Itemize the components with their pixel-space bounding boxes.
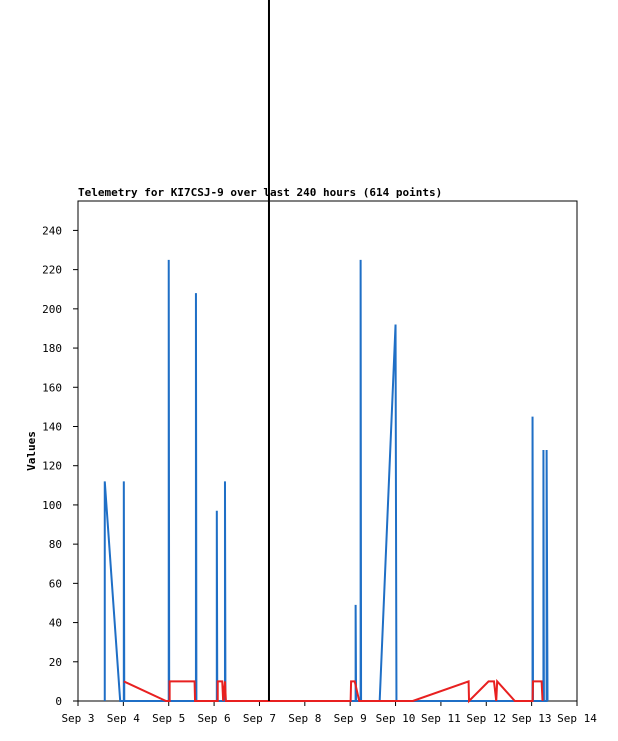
y-tick-label: 140 bbox=[42, 420, 62, 433]
plot-frame bbox=[77, 200, 578, 702]
x-tick-label: Sep 5 bbox=[152, 712, 185, 725]
x-tick-label: Sep 12 bbox=[466, 712, 506, 725]
y-axis-label: Values bbox=[25, 431, 38, 471]
y-tick-label: 60 bbox=[49, 577, 62, 590]
y-tick-label: 80 bbox=[49, 538, 62, 551]
series-line bbox=[103, 259, 549, 702]
x-tick-label: Sep 14 bbox=[557, 712, 597, 725]
series-line bbox=[123, 678, 544, 704]
x-tick-label: Sep 10 bbox=[376, 712, 416, 725]
y-tick-label: 0 bbox=[55, 695, 62, 708]
y-tick-label: 180 bbox=[42, 342, 62, 355]
x-tick-label: Sep 3 bbox=[61, 712, 94, 725]
chart-title: Telemetry for KI7CSJ-9 over last 240 hou… bbox=[78, 186, 442, 199]
y-tick-label: 40 bbox=[49, 617, 62, 630]
x-tick-label: Sep 4 bbox=[107, 712, 140, 725]
x-tick-label: Sep 6 bbox=[198, 712, 231, 725]
x-tick-label: Sep 13 bbox=[512, 712, 552, 725]
x-tick-label: Sep 9 bbox=[334, 712, 367, 725]
y-tick-label: 200 bbox=[42, 303, 62, 316]
x-tick-label: Sep 7 bbox=[243, 712, 276, 725]
y-tick-label: 240 bbox=[42, 224, 62, 237]
y-tick-label: 100 bbox=[42, 499, 62, 512]
x-tick-label: Sep 8 bbox=[288, 712, 321, 725]
y-tick-label: 20 bbox=[49, 656, 62, 669]
y-tick-label: 220 bbox=[42, 264, 62, 277]
x-tick-label: Sep 11 bbox=[421, 712, 461, 725]
y-tick-label: 120 bbox=[42, 460, 62, 473]
y-tick-label: 160 bbox=[42, 381, 62, 394]
